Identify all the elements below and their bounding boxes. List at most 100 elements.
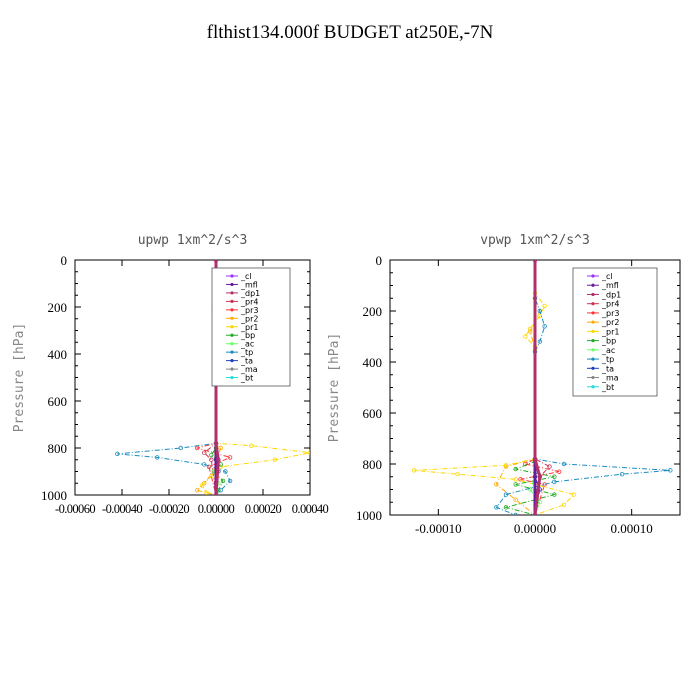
y-tick-label: 1000 bbox=[356, 508, 382, 523]
series-point bbox=[552, 492, 557, 497]
series-point bbox=[571, 492, 576, 497]
legend-marker bbox=[230, 359, 234, 363]
series-point bbox=[194, 488, 200, 493]
legend-marker bbox=[591, 348, 595, 352]
series-point bbox=[532, 260, 538, 263]
legend-label: _pr4 bbox=[601, 300, 619, 309]
y-tick-label: 0 bbox=[376, 253, 383, 268]
legend-label: _mfl bbox=[601, 281, 619, 290]
y-tick-label: 1000 bbox=[41, 488, 67, 503]
series-point bbox=[209, 452, 214, 458]
legend-marker bbox=[230, 350, 234, 354]
legend-marker bbox=[230, 316, 234, 320]
series-point bbox=[513, 497, 518, 502]
series-point bbox=[513, 466, 518, 472]
legend-label: _mfl bbox=[240, 280, 258, 289]
legend-label: _pr1 bbox=[240, 323, 258, 332]
legend-marker bbox=[230, 291, 234, 295]
series-point bbox=[527, 326, 533, 332]
legend: _cl_mfl_dp1_pr4_pr3_pr2_pr1_bp_ac_tp_ta_… bbox=[211, 267, 291, 387]
legend-marker bbox=[591, 375, 595, 380]
series-point bbox=[213, 441, 219, 446]
series-point bbox=[552, 474, 557, 479]
legend-label: _pr4 bbox=[240, 297, 258, 306]
legend-label: _bt bbox=[240, 374, 253, 383]
series-point bbox=[494, 482, 499, 487]
series-point bbox=[216, 457, 221, 462]
legend-marker bbox=[230, 333, 234, 337]
legend-label: _tp bbox=[601, 355, 614, 364]
x-tick-label: 0.00000 bbox=[514, 521, 556, 536]
series-point bbox=[513, 482, 518, 487]
y-tick-label: 600 bbox=[48, 394, 68, 409]
legend-marker bbox=[230, 325, 234, 329]
series-point bbox=[523, 334, 528, 339]
series-point bbox=[503, 492, 509, 497]
chart-panel-1: upwp 1xm^2/s^3 Pressure [hPa] 0 200 400 600 80… bbox=[12, 233, 329, 516]
legend-box bbox=[211, 267, 291, 387]
series-line-dp1 bbox=[533, 260, 542, 515]
series-point bbox=[561, 502, 567, 507]
legend-marker bbox=[591, 320, 595, 324]
legend-marker bbox=[591, 339, 595, 343]
series-point bbox=[503, 464, 509, 469]
series-point bbox=[542, 303, 547, 309]
y-tick-label: 800 bbox=[363, 457, 383, 472]
panel-title: vpwp 1xm^2/s^3 bbox=[480, 233, 590, 248]
series-point bbox=[202, 450, 207, 455]
series-point bbox=[213, 260, 219, 263]
series-point bbox=[518, 477, 523, 482]
series-point bbox=[532, 512, 538, 515]
series-point bbox=[503, 463, 509, 468]
legend-label: _pr3 bbox=[240, 306, 258, 315]
legend-marker bbox=[230, 342, 234, 346]
legend-marker bbox=[591, 274, 595, 278]
series-point bbox=[115, 451, 120, 457]
series-point bbox=[547, 464, 552, 469]
legend-label: _dp1 bbox=[240, 289, 260, 298]
series-point bbox=[537, 474, 543, 479]
legend-label: _pr2 bbox=[240, 314, 258, 323]
series-point bbox=[213, 492, 219, 495]
series-point bbox=[155, 455, 160, 460]
chart-panel-2: vpwp 1xm^2/s^3 Pressure [hPa] 0 200 400 600 80… bbox=[327, 233, 681, 536]
series-point bbox=[513, 512, 518, 515]
x-tick-label: 0.00020 bbox=[245, 502, 282, 516]
legend-marker bbox=[591, 357, 595, 361]
series-point bbox=[227, 455, 233, 460]
series-line-pr1 bbox=[201, 260, 310, 495]
legend-marker bbox=[230, 274, 234, 278]
series-point bbox=[532, 456, 538, 462]
series-point bbox=[556, 469, 562, 474]
legend-marker bbox=[591, 283, 595, 287]
series-point bbox=[411, 468, 417, 473]
legend-label: _ac bbox=[601, 346, 615, 355]
legend-label: _bp bbox=[240, 331, 255, 340]
legend-label: _tp bbox=[240, 348, 253, 357]
legend-label: _bp bbox=[601, 337, 616, 346]
series-point bbox=[204, 490, 209, 495]
series-point bbox=[494, 505, 499, 510]
legend-marker bbox=[591, 302, 595, 306]
legend-marker bbox=[230, 299, 234, 303]
series-point bbox=[178, 445, 183, 451]
series-line-tp bbox=[495, 260, 671, 515]
series-point bbox=[455, 472, 460, 477]
series-point bbox=[220, 478, 226, 484]
x-tick-label: 0.00010 bbox=[611, 521, 653, 536]
legend-marker bbox=[230, 282, 234, 287]
y-axis-label: Pressure [hPa] bbox=[327, 333, 342, 443]
series-point bbox=[537, 339, 543, 344]
legend-marker bbox=[230, 308, 234, 312]
series-point bbox=[202, 481, 207, 486]
series-point bbox=[223, 469, 228, 474]
y-tick-label: 0 bbox=[61, 253, 68, 268]
legend-label: _ac bbox=[240, 340, 254, 349]
legend-label: _pr2 bbox=[601, 318, 619, 327]
x-tick-label: -0.00040 bbox=[102, 502, 142, 516]
legend-marker bbox=[591, 311, 595, 315]
x-tick-label: 0.00000 bbox=[198, 502, 235, 516]
series-point bbox=[513, 477, 518, 482]
y-tick-label: 600 bbox=[363, 406, 383, 421]
